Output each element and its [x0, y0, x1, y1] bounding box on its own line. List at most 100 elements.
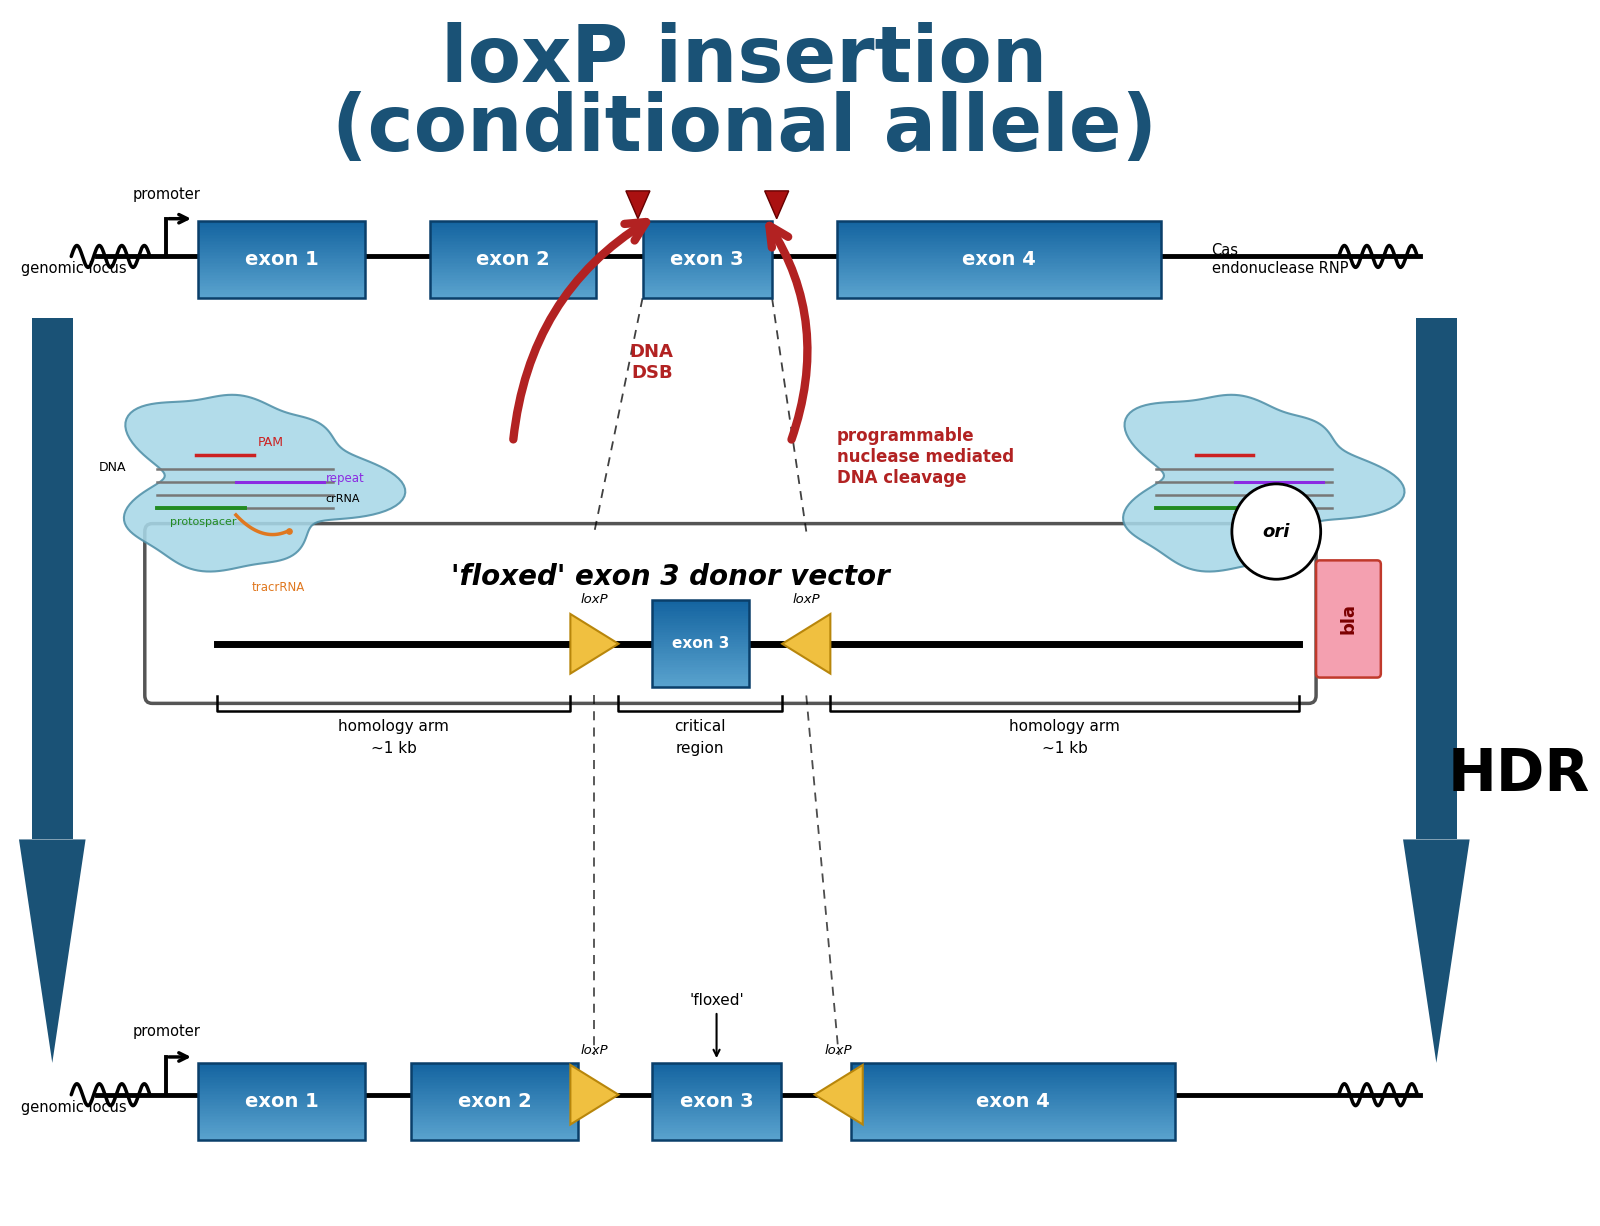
Bar	[198, 1108, 365, 1110]
Bar	[651, 1064, 781, 1067]
Bar	[651, 630, 749, 631]
Text: exon 1: exon 1	[245, 1092, 318, 1111]
Bar	[411, 1129, 578, 1132]
Bar	[198, 275, 365, 277]
Bar	[430, 255, 597, 256]
Bar	[651, 658, 749, 660]
Bar	[837, 250, 1160, 251]
Bar	[651, 646, 749, 647]
Bar	[198, 255, 365, 256]
Bar	[837, 266, 1160, 267]
Bar	[651, 1114, 781, 1116]
Bar	[643, 257, 773, 260]
Bar	[198, 1091, 365, 1092]
Bar	[837, 287, 1160, 289]
Polygon shape	[782, 614, 830, 673]
Bar	[411, 1110, 578, 1111]
Polygon shape	[19, 840, 85, 1063]
Bar	[837, 277, 1160, 278]
Bar	[198, 1135, 365, 1138]
Bar	[643, 249, 773, 250]
Bar	[198, 1063, 365, 1064]
Bar	[411, 1086, 578, 1087]
Bar	[198, 1079, 365, 1080]
Bar	[198, 1116, 365, 1117]
Bar	[411, 1139, 578, 1140]
Bar	[837, 221, 1160, 298]
Bar	[651, 672, 749, 673]
Bar	[651, 671, 749, 672]
Text: exon 1: exon 1	[245, 250, 318, 268]
Bar	[198, 237, 365, 238]
Bar	[430, 230, 597, 232]
Bar	[851, 1079, 1174, 1080]
Bar	[651, 642, 749, 644]
Text: region: region	[677, 742, 725, 756]
Text: homology arm: homology arm	[1010, 720, 1120, 734]
Bar	[837, 272, 1160, 273]
Bar	[430, 260, 597, 261]
Bar	[643, 251, 773, 254]
Text: genomic locus: genomic locus	[21, 1100, 126, 1114]
Bar	[643, 256, 773, 257]
Text: DNA: DNA	[99, 461, 126, 474]
Bar	[198, 233, 365, 234]
Bar	[198, 1127, 365, 1128]
Bar	[651, 626, 749, 628]
Bar	[430, 272, 597, 273]
Bar	[643, 275, 773, 277]
Bar	[198, 262, 365, 264]
Bar	[851, 1134, 1174, 1135]
Bar	[837, 284, 1160, 286]
Bar	[411, 1067, 578, 1068]
Text: ori: ori	[1262, 522, 1290, 541]
Bar	[198, 286, 365, 287]
Bar	[837, 289, 1160, 291]
Bar	[430, 270, 597, 272]
Text: 'floxed' exon 3 donor vector: 'floxed' exon 3 donor vector	[451, 564, 890, 591]
Bar	[430, 280, 597, 281]
Text: ~1 kb: ~1 kb	[371, 742, 416, 756]
Bar	[198, 1080, 365, 1081]
Text: repeat: repeat	[325, 472, 365, 484]
Bar	[837, 283, 1160, 284]
Bar	[430, 237, 597, 238]
Text: PAM: PAM	[258, 435, 283, 449]
Bar	[651, 1086, 781, 1087]
Bar	[651, 1134, 781, 1135]
Bar	[651, 1070, 781, 1073]
Bar	[198, 1063, 365, 1140]
Bar	[837, 295, 1160, 297]
Bar	[651, 1075, 781, 1076]
Bar	[651, 652, 749, 655]
FancyBboxPatch shape	[1317, 560, 1381, 678]
Bar	[651, 631, 749, 634]
Bar	[837, 239, 1160, 240]
Bar	[411, 1083, 578, 1085]
Bar	[651, 615, 749, 618]
Bar	[643, 238, 773, 239]
Bar	[851, 1097, 1174, 1098]
Bar	[198, 234, 365, 237]
Bar	[837, 233, 1160, 234]
Bar	[651, 611, 749, 612]
Bar	[651, 1139, 781, 1140]
Bar	[198, 221, 365, 222]
Bar	[430, 254, 597, 255]
Bar	[837, 293, 1160, 295]
Bar	[430, 297, 597, 298]
Bar	[851, 1096, 1174, 1097]
Bar	[430, 233, 597, 234]
Bar	[198, 1100, 365, 1102]
Bar	[198, 232, 365, 233]
Bar	[837, 275, 1160, 277]
Bar	[851, 1123, 1174, 1125]
Bar	[837, 286, 1160, 287]
Bar	[651, 1110, 781, 1111]
Bar	[430, 239, 597, 240]
Text: loxP insertion: loxP insertion	[442, 22, 1048, 98]
Text: 'floxed': 'floxed'	[690, 993, 744, 1056]
Bar	[851, 1138, 1174, 1139]
Bar	[430, 221, 597, 222]
Bar	[851, 1100, 1174, 1102]
